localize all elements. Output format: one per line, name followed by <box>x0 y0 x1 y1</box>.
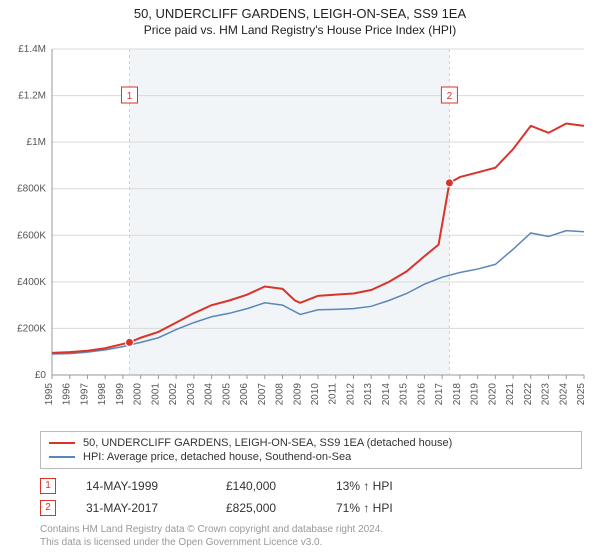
svg-text:2017: 2017 <box>434 383 445 406</box>
sale-hpi: 71% ↑ HPI <box>336 501 416 515</box>
svg-text:2014: 2014 <box>381 383 392 406</box>
svg-text:2021: 2021 <box>505 383 516 406</box>
chart-title: 50, UNDERCLIFF GARDENS, LEIGH-ON-SEA, SS… <box>8 6 592 21</box>
sale-row: 2 31-MAY-2017 £825,000 71% ↑ HPI <box>40 497 582 519</box>
sale-row: 1 14-MAY-1999 £140,000 13% ↑ HPI <box>40 475 582 497</box>
svg-text:1996: 1996 <box>62 383 73 406</box>
sale-date: 31-MAY-2017 <box>86 501 196 515</box>
svg-text:£200K: £200K <box>17 323 46 334</box>
legend-swatch <box>49 456 75 458</box>
legend-label: 50, UNDERCLIFF GARDENS, LEIGH-ON-SEA, SS… <box>83 437 452 449</box>
sale-hpi: 13% ↑ HPI <box>336 479 416 493</box>
svg-text:2013: 2013 <box>363 383 374 406</box>
sale-price: £140,000 <box>226 479 306 493</box>
svg-text:£1.4M: £1.4M <box>18 44 46 55</box>
svg-text:2018: 2018 <box>452 383 463 406</box>
svg-text:2010: 2010 <box>310 383 321 406</box>
svg-text:2005: 2005 <box>221 383 232 406</box>
svg-text:2015: 2015 <box>399 383 410 406</box>
sale-price: £825,000 <box>226 501 306 515</box>
svg-text:2019: 2019 <box>470 383 481 406</box>
legend: 50, UNDERCLIFF GARDENS, LEIGH-ON-SEA, SS… <box>40 431 582 469</box>
svg-text:2006: 2006 <box>239 383 250 406</box>
sales-table: 1 14-MAY-1999 £140,000 13% ↑ HPI 2 31-MAY-201… <box>40 475 582 519</box>
sale-marker: 1 <box>40 478 56 494</box>
svg-text:£600K: £600K <box>17 230 46 241</box>
legend-label: HPI: Average price, detached house, Sout… <box>83 451 351 463</box>
svg-text:1995: 1995 <box>44 383 55 406</box>
svg-text:1998: 1998 <box>97 383 108 406</box>
footer-line-1: Contains HM Land Registry data © Crown c… <box>40 523 582 536</box>
svg-text:2: 2 <box>447 91 453 102</box>
svg-text:1999: 1999 <box>115 383 126 406</box>
svg-text:2024: 2024 <box>558 383 569 406</box>
footer: Contains HM Land Registry data © Crown c… <box>40 523 582 549</box>
svg-text:2022: 2022 <box>523 383 534 406</box>
footer-line-2: This data is licensed under the Open Gov… <box>40 536 582 549</box>
svg-text:1997: 1997 <box>79 383 90 406</box>
svg-text:1: 1 <box>127 91 133 102</box>
svg-text:2002: 2002 <box>168 383 179 406</box>
legend-swatch <box>49 442 75 444</box>
sale-marker: 2 <box>40 500 56 516</box>
svg-text:2025: 2025 <box>576 383 587 406</box>
svg-text:2007: 2007 <box>257 383 268 406</box>
svg-text:£1.2M: £1.2M <box>18 91 46 102</box>
svg-text:2004: 2004 <box>204 383 215 406</box>
sale-date: 14-MAY-1999 <box>86 479 196 493</box>
svg-text:2012: 2012 <box>345 383 356 406</box>
chart-titles: 50, UNDERCLIFF GARDENS, LEIGH-ON-SEA, SS… <box>0 0 600 39</box>
legend-item: 50, UNDERCLIFF GARDENS, LEIGH-ON-SEA, SS… <box>49 436 573 450</box>
svg-text:£800K: £800K <box>17 184 46 195</box>
chart-subtitle: Price paid vs. HM Land Registry's House … <box>8 23 592 37</box>
svg-text:2008: 2008 <box>275 383 286 406</box>
svg-text:2023: 2023 <box>541 383 552 406</box>
chart-plot: £0 £200K £400K £600K £800K £1M £1.2M £1.4M 1995 1… <box>10 43 590 423</box>
svg-text:£400K: £400K <box>17 277 46 288</box>
legend-item: HPI: Average price, detached house, Sout… <box>49 450 573 464</box>
svg-text:2001: 2001 <box>150 383 161 406</box>
svg-text:2000: 2000 <box>133 383 144 406</box>
svg-text:2016: 2016 <box>416 383 427 406</box>
svg-text:£0: £0 <box>35 370 47 381</box>
svg-text:2003: 2003 <box>186 383 197 406</box>
svg-text:2020: 2020 <box>487 383 498 406</box>
svg-text:2009: 2009 <box>292 383 303 406</box>
chart-container: 50, UNDERCLIFF GARDENS, LEIGH-ON-SEA, SS… <box>0 0 600 549</box>
svg-text:2011: 2011 <box>328 383 339 405</box>
chart-svg: £0 £200K £400K £600K £800K £1M £1.2M £1.4M 1995 1… <box>10 43 590 423</box>
svg-text:£1M: £1M <box>27 137 46 148</box>
